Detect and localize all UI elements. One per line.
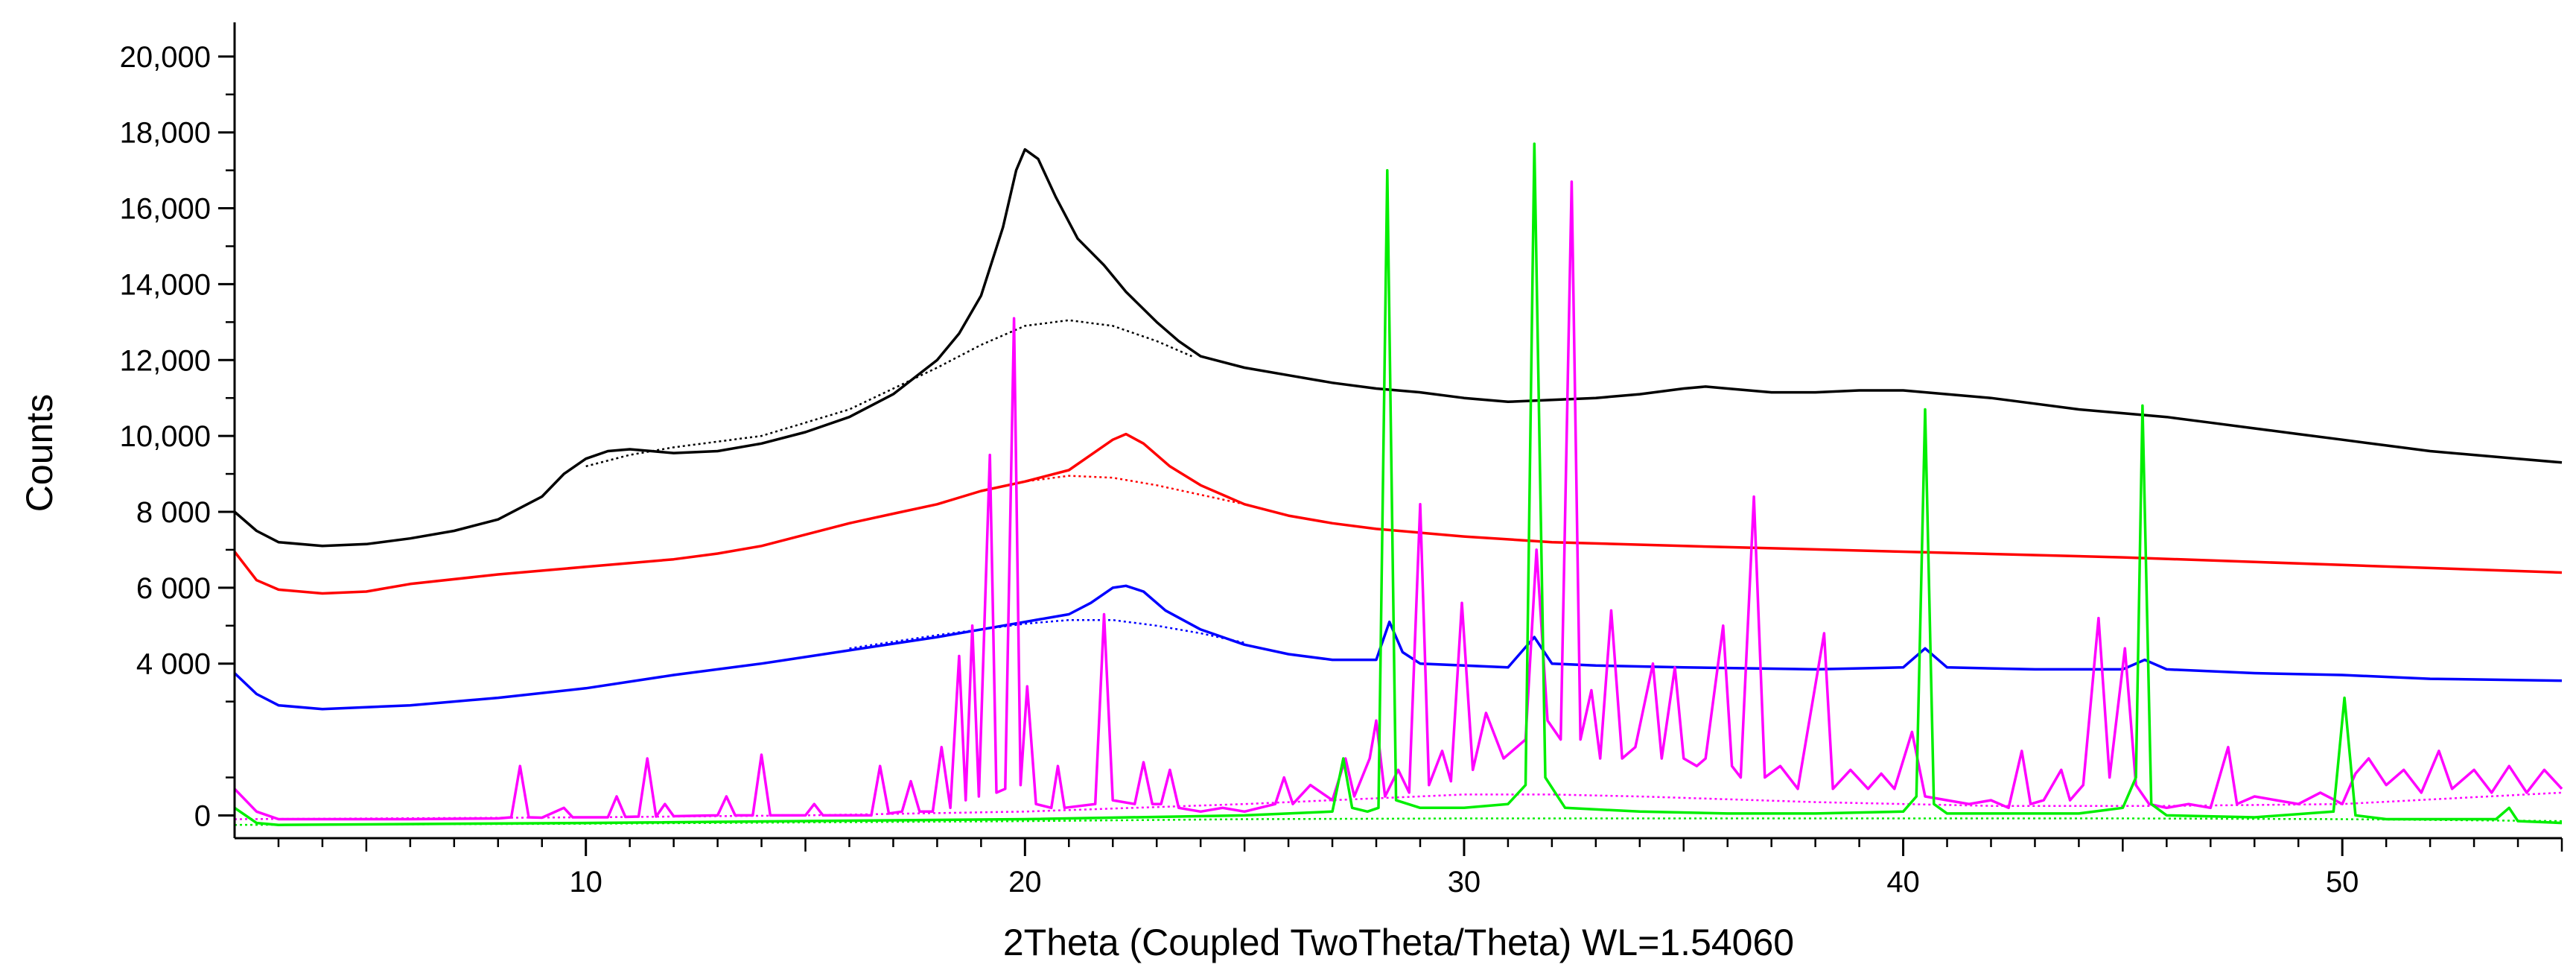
y-tick-label: 0 bbox=[194, 799, 211, 832]
y-tick-label: 4 000 bbox=[136, 648, 211, 681]
series-3-line bbox=[233, 584, 2563, 711]
series-2-line bbox=[233, 432, 2563, 595]
series-1-line bbox=[233, 148, 2563, 548]
x-tick-label: 50 bbox=[2326, 866, 2359, 899]
x-tick-label: 40 bbox=[1886, 866, 1920, 899]
y-tick-label: 8 000 bbox=[136, 496, 211, 529]
x-axis-title: 2Theta (Coupled TwoTheta/Theta) WL=1.540… bbox=[1003, 922, 1794, 963]
y-tick-label: 16,000 bbox=[120, 193, 211, 226]
series-5-background-fit bbox=[234, 817, 2563, 826]
y-tick-label: 14,000 bbox=[120, 268, 211, 301]
x-tick-label: 10 bbox=[569, 866, 602, 899]
series-1-background-fit bbox=[585, 319, 1192, 468]
y-tick-label: 18,000 bbox=[120, 117, 211, 150]
y-tick-layer: 0 4 000 6 000 8 000 10,000 12,000 14,000 16,000… bbox=[120, 41, 235, 832]
y-axis-title: Counts bbox=[19, 394, 60, 512]
series-layer bbox=[233, 142, 2563, 826]
y-tick-label: 12,000 bbox=[120, 344, 211, 377]
y-tick-label: 6 000 bbox=[136, 572, 211, 605]
series-4-background-fit bbox=[234, 791, 2563, 820]
y-tick-label: 20,000 bbox=[120, 41, 211, 74]
series-5-line bbox=[234, 142, 2563, 826]
x-tick-label: 20 bbox=[1008, 866, 1042, 899]
x-tick-layer: 10 20 30 40 50 bbox=[277, 838, 2563, 899]
y-tick-label: 10,000 bbox=[120, 420, 211, 453]
series-4-line bbox=[233, 180, 2563, 821]
x-tick-label: 30 bbox=[1448, 866, 1481, 899]
